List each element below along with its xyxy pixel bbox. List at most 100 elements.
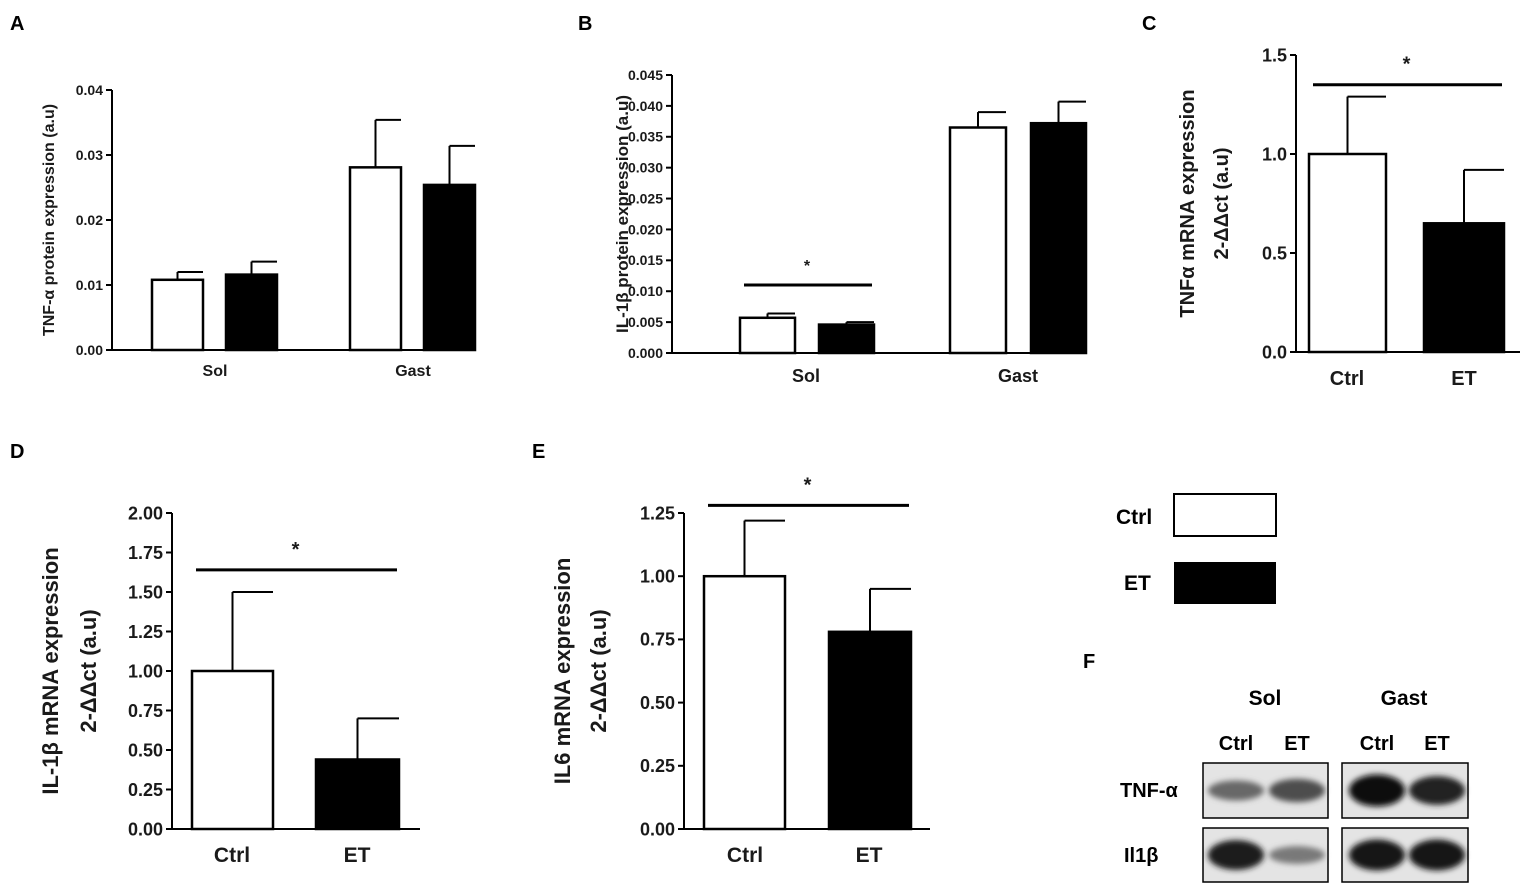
bar-et [1422,222,1506,354]
y-tick-label: 0.25 [128,780,163,800]
panel-label-d: D [10,441,24,463]
bar-ctrl [348,166,403,352]
y-tick-label: 1.0 [1262,144,1287,164]
blot-band [1349,774,1405,807]
y-tick-label: 0.0 [1262,342,1287,362]
y-tick-label: 0.50 [640,693,675,713]
y-tick-label: 0.75 [640,630,675,650]
y-tick-label: 0.50 [128,740,163,760]
significance-star: * [292,539,300,561]
panel-label-e: E [532,441,545,463]
bar-ctrl [702,574,787,831]
blot-lane-1: Ctrl [1219,733,1253,755]
y-tick-label: 1.5 [1262,45,1287,65]
blot-lane-3: Ctrl [1360,733,1394,755]
chart-panel-a: 0.00 0.01 0.02 0.03 0.04 TNF-α protein expres… [41,82,477,380]
y-tick-label: 0.03 [76,147,103,163]
bar-ctrl [948,126,1008,355]
y-tick-label: 0.015 [628,252,663,268]
y-tick-label: 0.5 [1262,243,1287,263]
bar-ctrl [190,669,275,831]
blot-row-label-il1b: Il1β [1124,845,1158,867]
x-tick-label: ET [856,844,883,867]
bar-et [817,323,876,355]
western-blot: Sol Gast Ctrl ET Ctrl ET TNF-α Il1β [1120,687,1469,883]
y-tick-label: 0.00 [76,342,103,358]
y-tick-label: 0.025 [628,190,663,206]
x-tick-label: Ctrl [727,844,763,867]
y-axis-label: TNFα mRNA expression [1177,89,1199,317]
y-tick-label: 0.25 [640,756,675,776]
chart-panel-d: 0.00 0.25 0.50 0.75 1.00 1.25 1.50 1.75 2.00 IL-1… [38,503,420,867]
y-tick-label: 1.25 [640,503,675,523]
x-tick-label: Ctrl [214,844,250,867]
y-tick-label: 0.75 [128,701,163,721]
y-axis-label: TNF-α protein expression (a.u) [41,104,58,336]
blot-band [1208,780,1264,801]
y-axis-label-secondary: 2-ΔΔct (a.u) [76,609,101,732]
chart-panel-e: 0.00 0.25 0.50 0.75 1.00 1.25 IL6 mRNA express… [550,474,930,867]
bar-et [1029,121,1088,355]
y-tick-label: 0.000 [628,345,663,361]
chart-panel-b: 0.000 0.005 0.010 0.015 0.020 0.025 0.030 0.035… [613,67,1088,386]
blot-band [1409,839,1465,871]
y-tick-label: 0.010 [628,283,663,299]
panel-label-b: B [578,13,592,35]
y-axis-label-secondary: 2-ΔΔct (a.u) [586,609,611,732]
y-tick-label: 1.00 [640,567,675,587]
x-tick-label: Ctrl [1330,368,1364,390]
bar-et [827,630,913,831]
blot-group-sol: Sol [1249,687,1282,710]
blot-band [1269,778,1325,803]
blot-band [1208,840,1264,870]
x-tick-label: Sol [203,363,228,380]
x-tick-label: Gast [395,363,431,380]
blot-band [1409,776,1465,805]
bar-et [314,758,401,831]
y-axis-label-secondary: 2-ΔΔct (a.u) [1211,147,1233,259]
y-tick-label: 0.00 [640,819,675,839]
panel-label-a: A [10,13,24,35]
bar-et [224,273,279,352]
y-tick-label: 1.00 [128,661,163,681]
significance-star: * [804,474,812,496]
blot-band [1349,839,1405,871]
y-tick-label: 0.020 [628,221,663,237]
x-tick-label: Sol [792,366,820,386]
blot-row-label-tnf: TNF-α [1120,780,1179,802]
bar-ctrl [738,316,797,355]
y-tick-label: 1.25 [128,622,163,642]
y-axis-label: IL-1β protein expression (a.u) [613,95,632,333]
y-tick-label: 2.00 [128,503,163,523]
y-axis-label: IL-1β mRNA expression [38,547,63,794]
y-tick-label: 0.035 [628,129,663,145]
significance-star: * [804,258,811,275]
y-tick-label: 0.02 [76,212,103,228]
legend-label-ctrl: Ctrl [1116,506,1152,529]
y-tick-label: 1.50 [128,582,163,602]
y-tick-label: 0.005 [628,314,663,330]
y-tick-label: 1.75 [128,543,163,563]
significance-star: * [1403,54,1411,76]
y-tick-label: 0.00 [128,819,163,839]
panel-label-f: F [1083,651,1095,673]
blot-lane-4: ET [1424,733,1450,755]
blot-band [1269,846,1325,864]
legend-label-et: ET [1124,572,1151,595]
blot-lane-2: ET [1284,733,1310,755]
bar-ctrl [1307,152,1388,354]
legend-swatch-ctrl [1173,493,1277,537]
y-tick-label: 0.040 [628,98,663,114]
chart-panel-c: 0.0 0.5 1.0 1.5 TNFα mRNA expression 2-ΔΔct (… [1177,45,1520,390]
y-axis-label: IL6 mRNA expression [550,558,575,785]
y-tick-label: 0.01 [76,277,103,293]
x-tick-label: ET [1451,368,1477,390]
y-tick-label: 0.045 [628,67,663,83]
bar-ctrl [150,278,205,352]
y-tick-label: 0.030 [628,160,663,176]
panel-label-c: C [1142,13,1156,35]
x-tick-label: Gast [998,366,1038,386]
x-tick-label: ET [344,844,371,867]
bar-et [422,183,477,352]
